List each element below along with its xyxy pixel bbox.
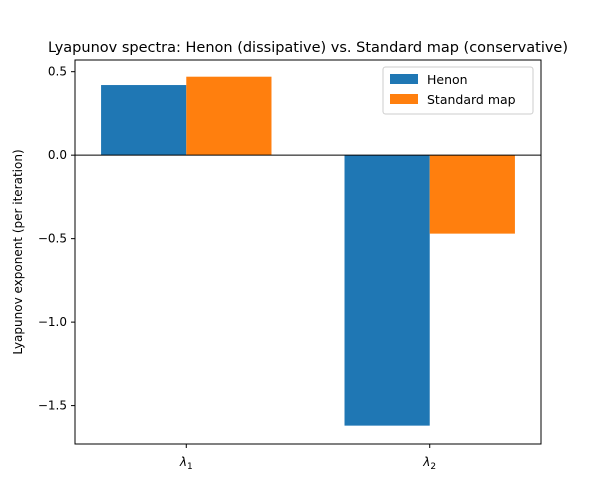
y-axis: 0.5 0.0 −0.5 −1.0 −1.5 [38,65,75,413]
y-axis-label: Lyapunov exponent (per iteration) [11,149,25,354]
y-tick-label: −0.5 [38,232,67,246]
legend-swatch [390,74,418,84]
y-tick-label: 0.0 [48,148,67,162]
bars-group [101,76,515,426]
x-tick-label: λ1 [179,455,193,472]
legend-swatch [390,94,418,104]
y-tick-label: −1.0 [38,315,67,329]
y-tick-label: 0.5 [48,65,67,79]
bar-standard-map-1 [186,76,272,156]
bar-standard-map-2 [429,155,515,234]
bar-henon-1 [101,85,187,156]
legend: Henon Standard map [382,66,534,115]
y-tick-label: −1.5 [38,399,67,413]
chart-title: Lyapunov spectra: Henon (dissipative) vs… [48,40,568,56]
x-axis: λ1 λ2 [179,444,436,472]
plot-frame [74,59,542,445]
x-tick-label: λ2 [422,455,436,472]
legend-label: Standard map [427,92,516,107]
legend-label: Henon [427,72,468,87]
legend-box [382,66,534,115]
bar-henon-2 [344,155,430,426]
